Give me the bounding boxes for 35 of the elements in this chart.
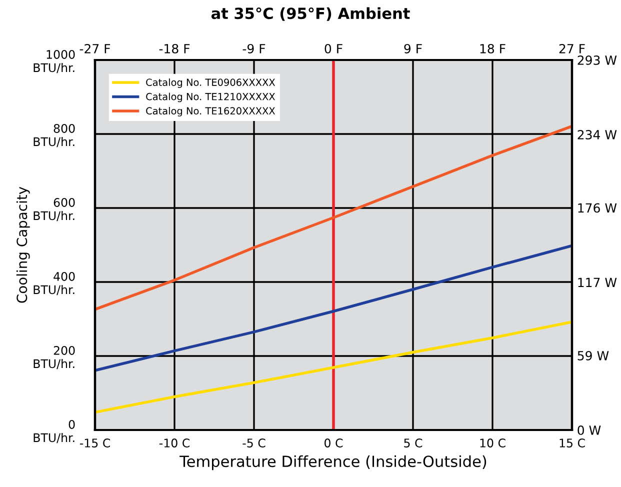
x-tick-label: 0 C — [324, 438, 343, 448]
legend-label: Catalog No. TE0906XXXXX — [146, 78, 276, 88]
y2-tick-label: 234 W — [578, 130, 617, 140]
y-tick-label: 600 BTU/hr. — [34, 198, 75, 222]
x2-tick-label: 18 F — [480, 44, 506, 54]
y2-tick-label: 0 W — [578, 425, 601, 435]
x-tick-label: 5 C — [404, 438, 422, 448]
chart-title: at 35°C (95°F) Ambient — [211, 7, 410, 21]
x-tick-label: -15 C — [80, 438, 110, 448]
legend-label: Catalog No. TE1620XXXXX — [146, 107, 276, 116]
x2-tick-label: -18 F — [159, 44, 190, 54]
line-series — [95, 124, 572, 311]
y2-tick-label: 117 W — [578, 278, 617, 287]
y-tick-label: 1000 BTU/hr. — [34, 50, 75, 74]
x-tick-label: -10 C — [159, 438, 190, 448]
line-series — [95, 320, 572, 414]
y-tick-label: 200 BTU/hr. — [34, 346, 75, 370]
y2-tick-label: 59 W — [578, 350, 609, 360]
legend-label: Catalog No. TE1210XXXXX — [146, 92, 276, 102]
x-tick-label: 10 C — [480, 438, 506, 448]
x-axis-title: Temperature Difference (Inside-Outside) — [180, 455, 486, 470]
y-tick-label: 800 BTU/hr. — [34, 124, 75, 148]
y-axis-title: Cooling Capacity — [16, 186, 30, 303]
x-tick-label: -5 C — [242, 438, 266, 448]
x-tick-label: 15 C — [560, 438, 585, 448]
x2-tick-label: -27 F — [80, 44, 110, 54]
y2-tick-label: 293 W — [578, 55, 617, 65]
x2-tick-label: 0 F — [324, 44, 342, 54]
x2-tick-label: 27 F — [559, 44, 585, 54]
x2-tick-label: -9 F — [242, 44, 266, 54]
line-series — [95, 244, 572, 372]
y-tick-label: 0 BTU/hr. — [34, 420, 75, 444]
y-tick-label: 400 BTU/hr. — [34, 272, 75, 296]
y2-tick-label: 176 W — [578, 203, 617, 213]
x2-tick-label: 9 F — [404, 44, 422, 54]
